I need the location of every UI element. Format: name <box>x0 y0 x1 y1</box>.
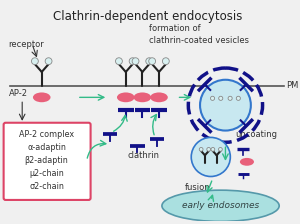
Ellipse shape <box>33 93 50 102</box>
Ellipse shape <box>240 158 254 166</box>
Circle shape <box>219 96 223 100</box>
Text: PM: PM <box>286 81 298 90</box>
Circle shape <box>149 58 156 65</box>
Text: formation of
clathrin-coated vesicles: formation of clathrin-coated vesicles <box>149 24 249 45</box>
Circle shape <box>200 80 251 131</box>
Circle shape <box>199 147 203 151</box>
Text: clathrin: clathrin <box>128 151 160 160</box>
Circle shape <box>129 58 136 65</box>
Text: AP-2: AP-2 <box>8 89 28 98</box>
Circle shape <box>162 58 169 65</box>
Circle shape <box>146 58 153 65</box>
Circle shape <box>132 58 139 65</box>
Text: receptor: receptor <box>8 40 44 49</box>
Text: early endosomes: early endosomes <box>182 201 259 210</box>
Circle shape <box>218 147 222 151</box>
Ellipse shape <box>117 93 135 102</box>
Circle shape <box>211 96 214 100</box>
FancyBboxPatch shape <box>4 123 91 200</box>
Ellipse shape <box>228 94 240 101</box>
Circle shape <box>45 58 52 65</box>
Text: fusion: fusion <box>184 183 210 192</box>
Circle shape <box>207 147 211 151</box>
Ellipse shape <box>134 93 151 102</box>
Circle shape <box>211 147 215 151</box>
Text: uncoating: uncoating <box>235 130 277 139</box>
Ellipse shape <box>211 94 223 101</box>
Circle shape <box>236 96 240 100</box>
Ellipse shape <box>162 190 279 222</box>
Text: AP-2 complex
α-adaptin
β2-adaptin
μ2-chain
σ2-chain: AP-2 complex α-adaptin β2-adaptin μ2-cha… <box>19 130 74 191</box>
Circle shape <box>116 58 122 65</box>
Text: Clathrin-dependent endocytosis: Clathrin-dependent endocytosis <box>52 10 242 23</box>
Circle shape <box>32 58 38 65</box>
Ellipse shape <box>150 93 168 102</box>
Circle shape <box>228 96 232 100</box>
Circle shape <box>191 137 230 177</box>
